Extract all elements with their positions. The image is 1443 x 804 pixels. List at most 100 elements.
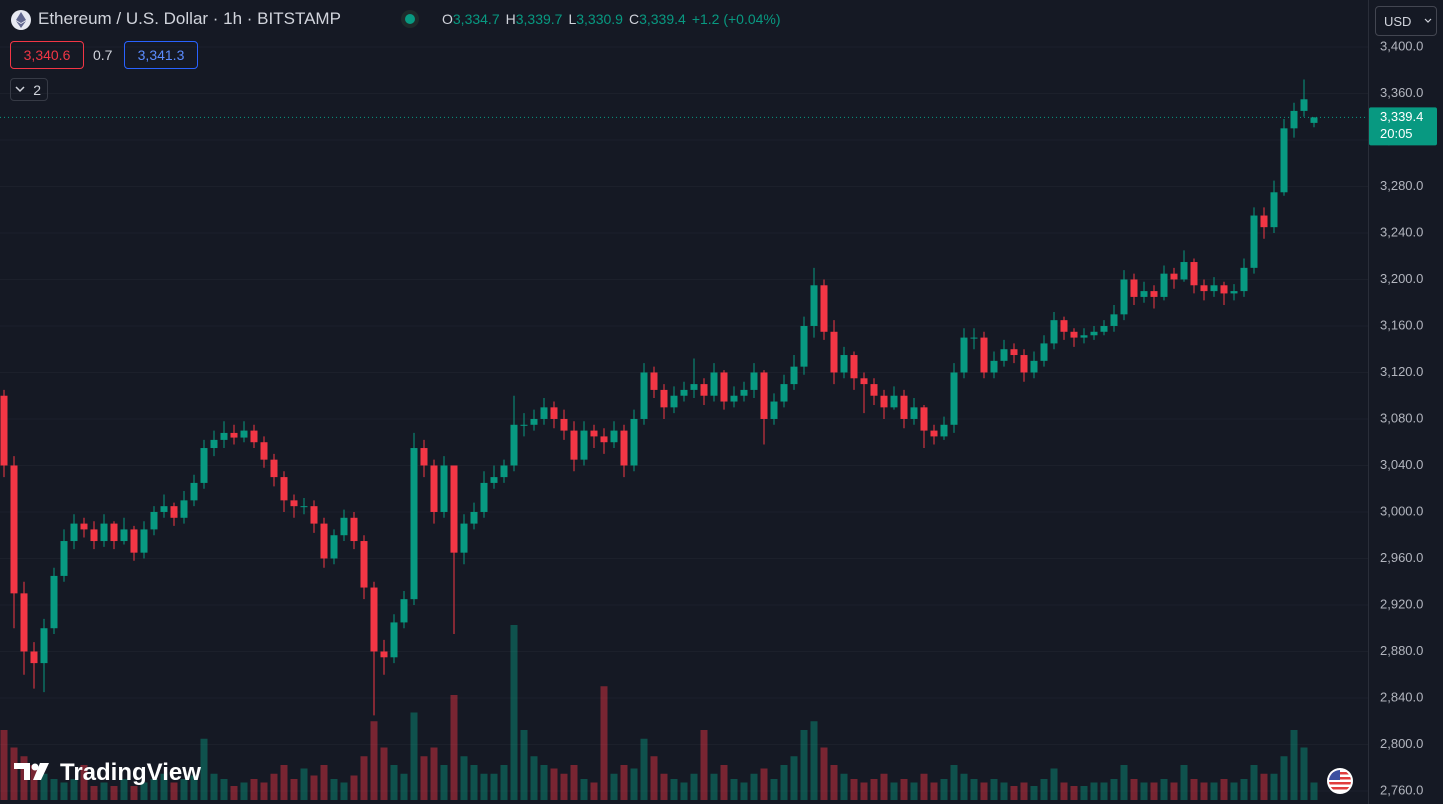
volume-bar [350,775,358,800]
buy-button[interactable]: 3,341.3 [124,41,198,69]
candle-body [440,465,448,512]
volume-bar [1270,773,1278,800]
volume-bar [130,786,138,800]
candle-body [1190,262,1198,286]
candle-body [130,529,138,553]
volume-bar [1120,765,1128,800]
volume-bar [290,779,298,800]
y-tick-label: 3,040.0 [1380,457,1423,472]
candle-body [90,529,98,542]
candle-body [520,424,528,426]
candle-body [160,506,168,512]
candle-body [70,523,78,542]
candle-body [380,651,388,658]
volume-bar [720,765,728,800]
candle-body [600,436,608,443]
candle-body [100,523,108,542]
volume-bar [40,773,48,800]
candle-body [290,500,298,507]
volume-bar [1290,730,1298,800]
spread: 0.7 [93,47,113,63]
volume-bar [600,686,608,800]
candle-body [570,430,578,460]
candle-body [1140,291,1148,297]
volume-bar [1260,773,1268,800]
candle-body [730,395,738,402]
candle-body [320,523,328,559]
volume-bar [620,765,628,800]
volume-bar [10,747,18,800]
volume-bar [260,782,268,800]
volume-bar [830,765,838,800]
volume-bar [1050,768,1058,800]
candle-body [180,500,188,518]
volume-bar [230,786,238,800]
candle-body [1200,285,1208,292]
volume-bar [510,625,518,800]
volume-bar [1020,782,1028,800]
volume-bar [360,756,368,800]
volume-bar [790,756,798,800]
volume-bar [810,721,818,800]
candle-body [420,448,428,466]
volume-bar [1100,782,1108,800]
volume-bar [570,765,578,800]
volume-bar [860,782,868,800]
ohlc-legend: O3,334.7 H3,339.7 L3,330.9 C3,339.4 +1.2 (+0… [442,11,781,27]
candle-body [1310,117,1318,123]
volume-bar [180,779,188,800]
candle-body [110,523,118,542]
ohlc-item: H3,339.7 [506,11,563,27]
volume-bar [760,768,768,800]
volume-bar [120,779,128,800]
volume-bar [520,730,528,800]
y-tick-label: 3,000.0 [1380,503,1423,518]
candle-body [560,418,568,431]
candle-body [50,575,58,629]
candle-body [950,372,958,425]
volume-bar [50,779,58,800]
volume-bar [970,779,978,800]
candle-body [1050,320,1058,344]
indicators-toggle[interactable]: 2 [10,78,48,101]
candle-body [370,587,378,652]
volume-bar [1000,782,1008,800]
volume-bar [590,782,598,800]
sell-button[interactable]: 3,340.6 [10,41,84,69]
currency-chevron [1424,18,1432,23]
volume-bar [580,779,588,800]
volume-bar [610,773,618,800]
candle-body [1290,110,1298,129]
candle-body [1110,314,1118,326]
volume-bar [0,730,8,800]
candle-body [750,372,758,390]
volume-bar [870,779,878,800]
last-price-label: 3,339.4 [1380,109,1423,124]
volume-bar [470,765,478,800]
volume-bar [430,747,438,800]
volume-bar [780,765,788,800]
candle-body [830,331,838,373]
ohlc-value: 3,330.9 [576,11,623,27]
y-tick-label: 3,240.0 [1380,224,1423,239]
volume-bar [1160,779,1168,800]
candle-body [1090,331,1098,336]
volume-bar [90,786,98,800]
candle-body [920,407,928,431]
candle-body [1080,335,1088,338]
y-tick-label: 3,200.0 [1380,271,1423,286]
candle-body [470,511,478,524]
volume-bar [730,779,738,800]
volume-pane [0,625,1318,800]
volume-bar [1310,782,1318,800]
currency-button[interactable]: USD [1375,6,1437,36]
volume-bar [310,775,318,800]
volume-bar [370,721,378,800]
grid [0,46,1368,792]
price-axis: 2,760.0 2,800.0 2,840.0 2,880.0 2,920.0 2,960… [1380,38,1423,797]
candle-body [1010,349,1018,356]
candle-body [820,285,828,332]
candle-body [450,465,458,553]
volume-bar [1190,779,1198,800]
